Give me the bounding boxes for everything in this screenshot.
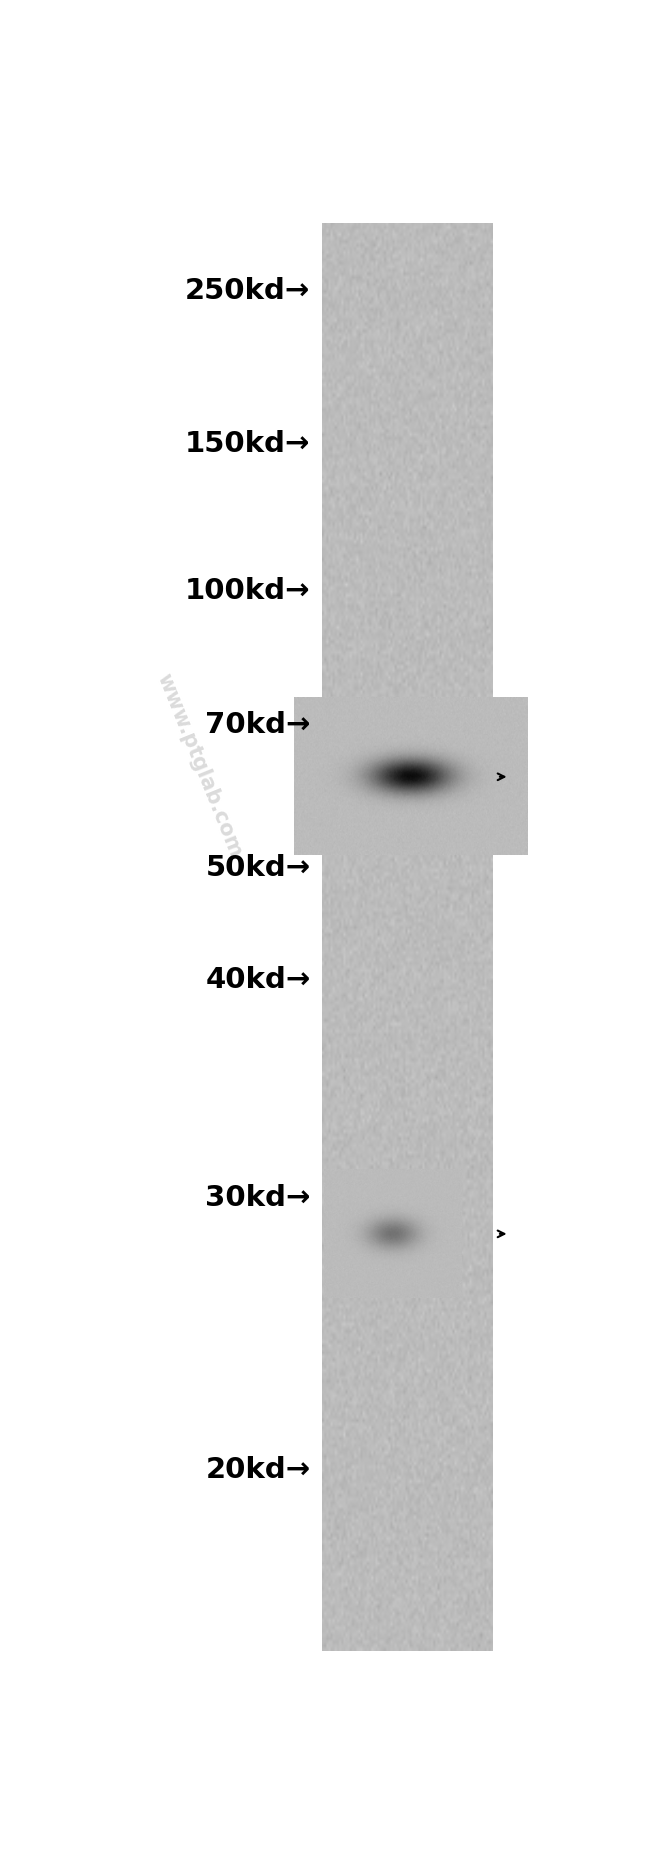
Text: 50kd→: 50kd→	[205, 853, 311, 883]
Text: 70kd→: 70kd→	[205, 710, 311, 740]
Text: 250kd→: 250kd→	[185, 276, 311, 306]
Text: 150kd→: 150kd→	[185, 430, 311, 458]
Text: www.ptglab.com: www.ptglab.com	[153, 670, 246, 861]
Text: 100kd→: 100kd→	[185, 577, 311, 605]
Text: 30kd→: 30kd→	[205, 1183, 311, 1211]
Text: 40kd→: 40kd→	[205, 966, 311, 994]
Text: 20kd→: 20kd→	[205, 1456, 311, 1484]
